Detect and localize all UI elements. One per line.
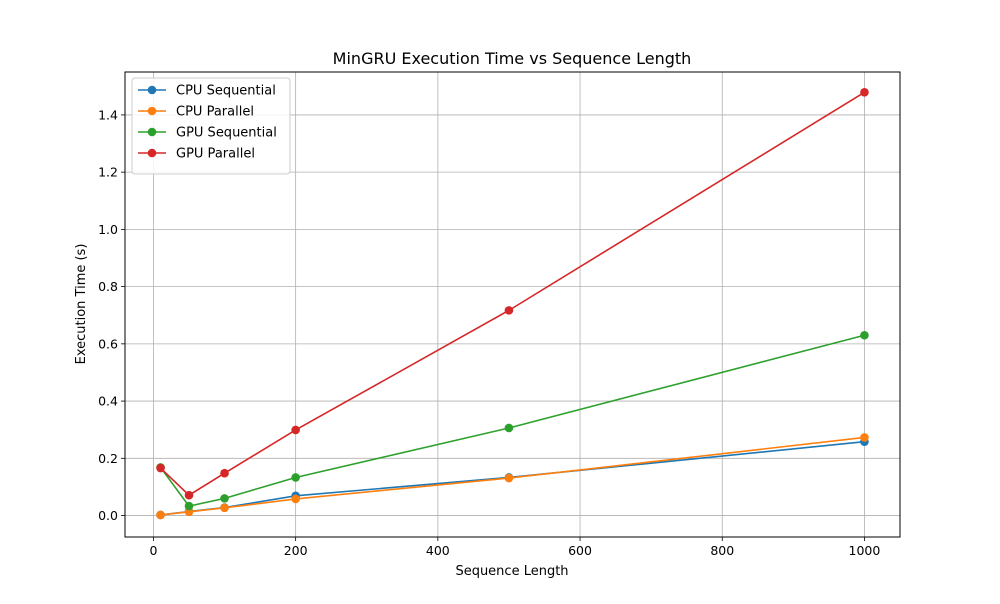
data-point [184,490,194,500]
y-axis-ticks: 0.0 0.2 0.4 0.6 0.8 1.0 1.2 1.4 [98,107,125,523]
legend-label: GPU Sequential [176,126,277,141]
data-point [291,494,300,504]
legend-label: CPU Sequential [176,84,276,99]
legend-item-cpu-sequential: CPU Sequential [138,84,276,99]
legend-box [131,77,291,175]
y-tick-label: 0.0 [98,508,118,523]
legend-marker [147,85,157,95]
series-gpu-sequential [156,330,869,511]
x-tick-label: 400 [426,543,450,558]
chart-title: MinGRU Execution Time vs Sequence Length [333,49,692,68]
data-point [860,88,869,97]
legend-marker [147,127,157,137]
y-tick-label: 1.0 [98,222,118,237]
plot-frame [124,71,901,538]
data-point [504,306,514,315]
x-tick-label: 800 [710,543,734,558]
data-point [184,501,194,511]
legend-item-gpu-parallel: GPU Parallel [138,147,255,162]
data-point [220,494,229,503]
data-point [220,468,229,478]
data-point [504,423,514,433]
data-point [156,510,165,520]
legend-label: CPU Parallel [176,105,254,120]
legend-marker [147,106,157,116]
y-tick-label: 0.4 [98,394,118,409]
data-point [220,503,229,513]
legend-label: GPU Parallel [176,147,255,162]
data-point [860,330,869,340]
x-tick-label: 1000 [849,543,881,558]
data-point [291,473,300,482]
x-axis-label: Sequence Length [455,564,568,579]
y-tick-label: 1.4 [98,107,118,122]
y-axis-label: Execution Time (s) [74,244,89,365]
grid-lines [125,72,900,537]
x-axis-ticks: 0 200 400 600 800 1000 [149,537,880,558]
legend-item-cpu-parallel: CPU Parallel [138,105,254,120]
x-tick-label: 600 [568,543,592,558]
x-tick-label: 0 [149,543,157,558]
series-line-cpu-parallel [160,436,865,516]
y-tick-label: 0.2 [98,451,118,466]
series-line-gpu-sequential [159,334,865,507]
legend-item-gpu-sequential: GPU Sequential [138,126,277,141]
y-tick-label: 0.8 [98,279,118,294]
data-point [291,425,300,435]
data-point [860,433,869,442]
legend: CPU Sequential CPU Parallel GPU Sequential… [131,77,291,175]
data-point [156,463,165,473]
series-cpu-parallel [156,433,869,520]
series-gpu-parallel [156,88,869,500]
y-tick-label: 1.2 [98,165,118,180]
legend-marker [147,148,157,158]
series-lines [156,88,869,520]
y-tick-label: 0.6 [98,336,118,351]
x-tick-label: 200 [284,543,308,558]
data-point [504,473,514,483]
series-line-gpu-parallel [159,91,865,497]
